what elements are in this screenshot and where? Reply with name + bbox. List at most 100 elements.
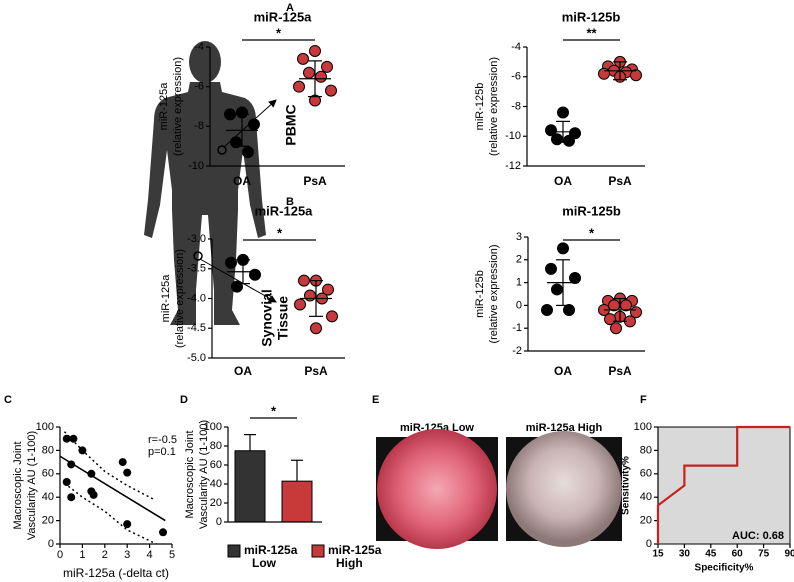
x-tick-label: 4	[147, 549, 153, 561]
data-point	[557, 242, 569, 255]
data-point	[545, 262, 557, 275]
data-point	[159, 528, 168, 537]
x-tick-label: PsA	[608, 174, 632, 188]
y-tick-label: -8	[511, 100, 521, 112]
y-tick-label: -10	[188, 160, 204, 172]
significance-label: *	[589, 225, 595, 240]
x-tick-label: OA	[233, 174, 251, 188]
bar	[281, 480, 313, 523]
y-tick-label: 60	[42, 468, 54, 480]
data-point	[298, 274, 310, 287]
x-axis-label: Specificity%	[695, 563, 754, 574]
y-tick-label: -3.5	[187, 263, 206, 275]
x-tick-label: 1	[79, 549, 85, 561]
data-point	[87, 469, 96, 478]
data-point	[118, 458, 127, 467]
site-marker	[217, 145, 227, 155]
y-tick-label: 2	[516, 254, 522, 266]
y-tick-label: 20	[210, 497, 222, 509]
y-axis-label: miR-125b	[474, 270, 486, 318]
y-tick-label: -10	[505, 130, 521, 142]
data-point	[310, 322, 322, 335]
x-tick-label: PsA	[303, 174, 327, 188]
data-point	[304, 289, 316, 302]
data-point	[604, 313, 616, 326]
data-point	[69, 434, 78, 443]
panel-label: B	[286, 196, 294, 208]
legend-label: miR-125a	[244, 543, 298, 557]
data-point	[242, 146, 254, 159]
x-tick-label: 5	[169, 549, 175, 561]
x-axis-label: miR-125a (-delta ct)	[63, 566, 169, 580]
arthroscopy-image	[506, 431, 622, 547]
y-tick-label: 60	[640, 468, 652, 480]
y-tick-label: -3.0	[187, 233, 206, 245]
y-axis-label: Vascularity AU (1-100)	[198, 420, 210, 529]
y-tick-label: 40	[640, 491, 652, 503]
data-point	[551, 133, 563, 146]
arrow	[199, 258, 277, 303]
y-tick-label: -8	[194, 120, 204, 132]
y-tick-label: 80	[210, 440, 222, 452]
data-point	[315, 70, 327, 83]
legend-label: Low	[252, 556, 277, 570]
panel-label: C	[4, 394, 12, 406]
y-tick-label: 20	[42, 515, 54, 527]
y-axis-label: miR-125a	[160, 274, 172, 323]
site-marker	[193, 251, 203, 261]
bar	[234, 450, 266, 523]
annotation: r=-0.5	[148, 434, 177, 446]
significance-label: *	[276, 25, 282, 40]
x-tick-label: OA	[234, 364, 252, 378]
annotation: AUC: 0.68	[732, 530, 784, 542]
legend-label: High	[336, 556, 363, 570]
data-point	[123, 468, 132, 477]
data-point	[557, 106, 569, 119]
y-tick-label: 80	[42, 444, 54, 456]
y-tick-label: 40	[210, 478, 222, 490]
data-point	[551, 283, 563, 296]
data-point	[569, 272, 581, 285]
data-point	[322, 283, 334, 296]
y-tick-label: -4.0	[187, 292, 206, 304]
data-point	[78, 446, 87, 455]
y-tick-label: 1	[516, 277, 522, 289]
data-point	[325, 84, 337, 97]
data-point	[123, 520, 132, 529]
y-tick-label: -5.0	[187, 352, 206, 364]
plot-background	[657, 426, 791, 545]
y-tick-label: 100	[204, 421, 222, 433]
data-point	[224, 108, 236, 121]
y-tick-label: -12	[505, 160, 521, 172]
panel-label: E	[372, 394, 379, 406]
site-label: PBMC	[283, 104, 299, 145]
x-tick-label: OA	[554, 174, 572, 188]
data-point	[321, 60, 333, 73]
data-point	[225, 256, 237, 269]
confidence-band	[63, 431, 155, 501]
panel-label: A	[286, 2, 294, 14]
y-tick-label: -6	[194, 81, 204, 93]
significance-label: *	[271, 403, 277, 418]
y-tick-label: -2	[512, 345, 522, 357]
y-tick-label: 0	[516, 299, 522, 311]
data-point	[610, 322, 622, 335]
x-tick-label: PsA	[608, 364, 632, 378]
panel-label: F	[640, 394, 647, 406]
x-tick-label: 15	[652, 549, 664, 560]
y-axis-label: miR-125b	[474, 83, 486, 131]
data-point	[67, 460, 76, 469]
y-axis-label: (relative expression)	[488, 244, 500, 343]
body-head	[189, 41, 221, 83]
data-point	[545, 124, 557, 137]
legend-swatch	[227, 544, 241, 558]
data-point	[303, 66, 315, 79]
roc-curve	[656, 425, 790, 544]
x-tick-label: 30	[679, 549, 691, 560]
y-tick-label: -4.5	[187, 322, 206, 334]
annotation: p=0.1	[148, 446, 176, 458]
chart-title: miR-125b	[562, 203, 621, 218]
legend-label: miR-125a	[328, 543, 382, 557]
data-point	[620, 299, 632, 312]
x-tick-label: 45	[705, 549, 717, 560]
